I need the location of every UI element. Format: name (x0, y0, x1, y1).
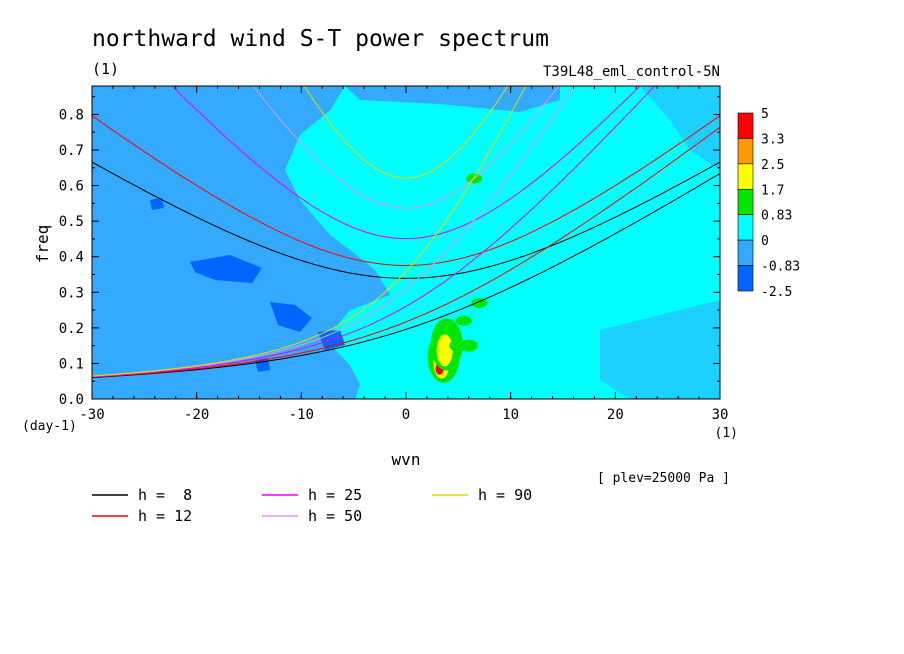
x-axis-unit: (1) (715, 426, 738, 441)
colorbar-swatch (737, 138, 754, 165)
colorbar-swatch (737, 188, 754, 216)
low-power-region-north (345, 86, 560, 112)
colorbar-label: -2.5 (761, 285, 792, 300)
y-axis-label: freq (33, 225, 52, 264)
dispersion-curve-ig (252, 86, 560, 209)
chart-subtitle-right: T39L48_eml_control-5N (543, 64, 720, 80)
dispersion-curve-mrg (92, 173, 720, 378)
dispersion-curve-ig (92, 161, 720, 279)
lowest-power-blob-2 (270, 302, 312, 332)
x-axis-label: wvn (392, 450, 421, 469)
lowest-power-blob-4 (150, 198, 164, 210)
low-power-region-south-east (600, 300, 720, 399)
dispersion-curve-mrg (92, 86, 527, 377)
colorbar: 5 3.3 2.5 1.7 0.83 0 -0.83 -2.5 (737, 107, 800, 300)
colorbar-label: 1.7 (761, 183, 784, 198)
low-power-region-east (640, 86, 720, 170)
hotspot (471, 297, 488, 308)
y-tick-label: 0.8 (59, 107, 84, 123)
dispersion-curves (92, 86, 720, 378)
lowest-power-blob-1 (190, 255, 262, 283)
x-axis: -30 -20 -10 0 10 20 30 (79, 86, 728, 423)
x-tick-label: -30 (79, 407, 104, 423)
y-tick-label: 0.4 (59, 250, 84, 266)
chart-title: northward wind S-T power spectrum (92, 26, 549, 52)
level-note: [ plev=25000 Pa ] (597, 471, 730, 486)
colorbar-swatch (737, 214, 754, 241)
hotspot-mid (436, 334, 453, 367)
colorbar-label: 5 (761, 107, 769, 122)
legend-label: h = 8 (138, 486, 192, 504)
legend-label: h = 12 (138, 507, 192, 525)
dispersion-curve-ig (171, 86, 641, 240)
y-tick-label: 0.3 (59, 285, 84, 301)
y-tick-label: 0.7 (59, 143, 84, 159)
dispersion-curve-mrg (92, 126, 720, 378)
hotspot (455, 315, 472, 326)
legend-label: h = 50 (308, 507, 362, 525)
dispersion-curve-ig (92, 115, 720, 267)
x-tick-label: 0 (402, 407, 410, 423)
x-tick-label: 30 (712, 407, 729, 423)
y-tick-label: 0.2 (59, 321, 84, 337)
y-tick-label: 0.1 (59, 356, 84, 372)
hotspot-layer (427, 173, 488, 383)
dispersion-curve-mrg (92, 86, 656, 378)
colorbar-label: 0 (761, 234, 769, 249)
colorbar-swatch (737, 163, 754, 190)
y-tick-label: 0.5 (59, 214, 84, 230)
title-unit: (1) (92, 60, 119, 78)
low-power-region-west (92, 86, 390, 399)
colorbar-label: -0.83 (761, 260, 800, 275)
plot-area (92, 86, 720, 399)
x-tick-label: -10 (289, 407, 314, 423)
hotspot-core (438, 350, 447, 363)
legend-label: h = 25 (308, 486, 362, 504)
x-tick-label: 10 (502, 407, 519, 423)
y-axis-unit: (day-1) (22, 419, 77, 434)
hotspot (459, 339, 478, 352)
colorbar-swatch (737, 112, 754, 139)
dispersion-curve-mrg (92, 86, 576, 377)
x-tick-label: 20 (607, 407, 624, 423)
colorbar-label: 0.83 (761, 209, 792, 224)
y-axis: 0.0 0.1 0.2 0.3 0.4 0.5 0.6 0.7 0.8 (59, 96, 720, 408)
colorbar-label: 2.5 (761, 158, 784, 173)
colorbar-swatch (737, 239, 754, 266)
x-tick-label: -20 (184, 407, 209, 423)
low-power-regions (92, 86, 720, 399)
lowest-power-regions (150, 198, 345, 372)
dispersion-curve-ig (303, 86, 509, 179)
y-tick-label: 0.6 (59, 179, 84, 195)
y-tick-label: 0.0 (59, 392, 84, 408)
legend-label: h = 90 (478, 486, 532, 504)
colorbar-swatch (737, 265, 754, 292)
colorbar-label: 3.3 (761, 132, 784, 147)
legend: h = 8 h = 12 h = 25 h = 50 h = 90 (92, 486, 532, 525)
